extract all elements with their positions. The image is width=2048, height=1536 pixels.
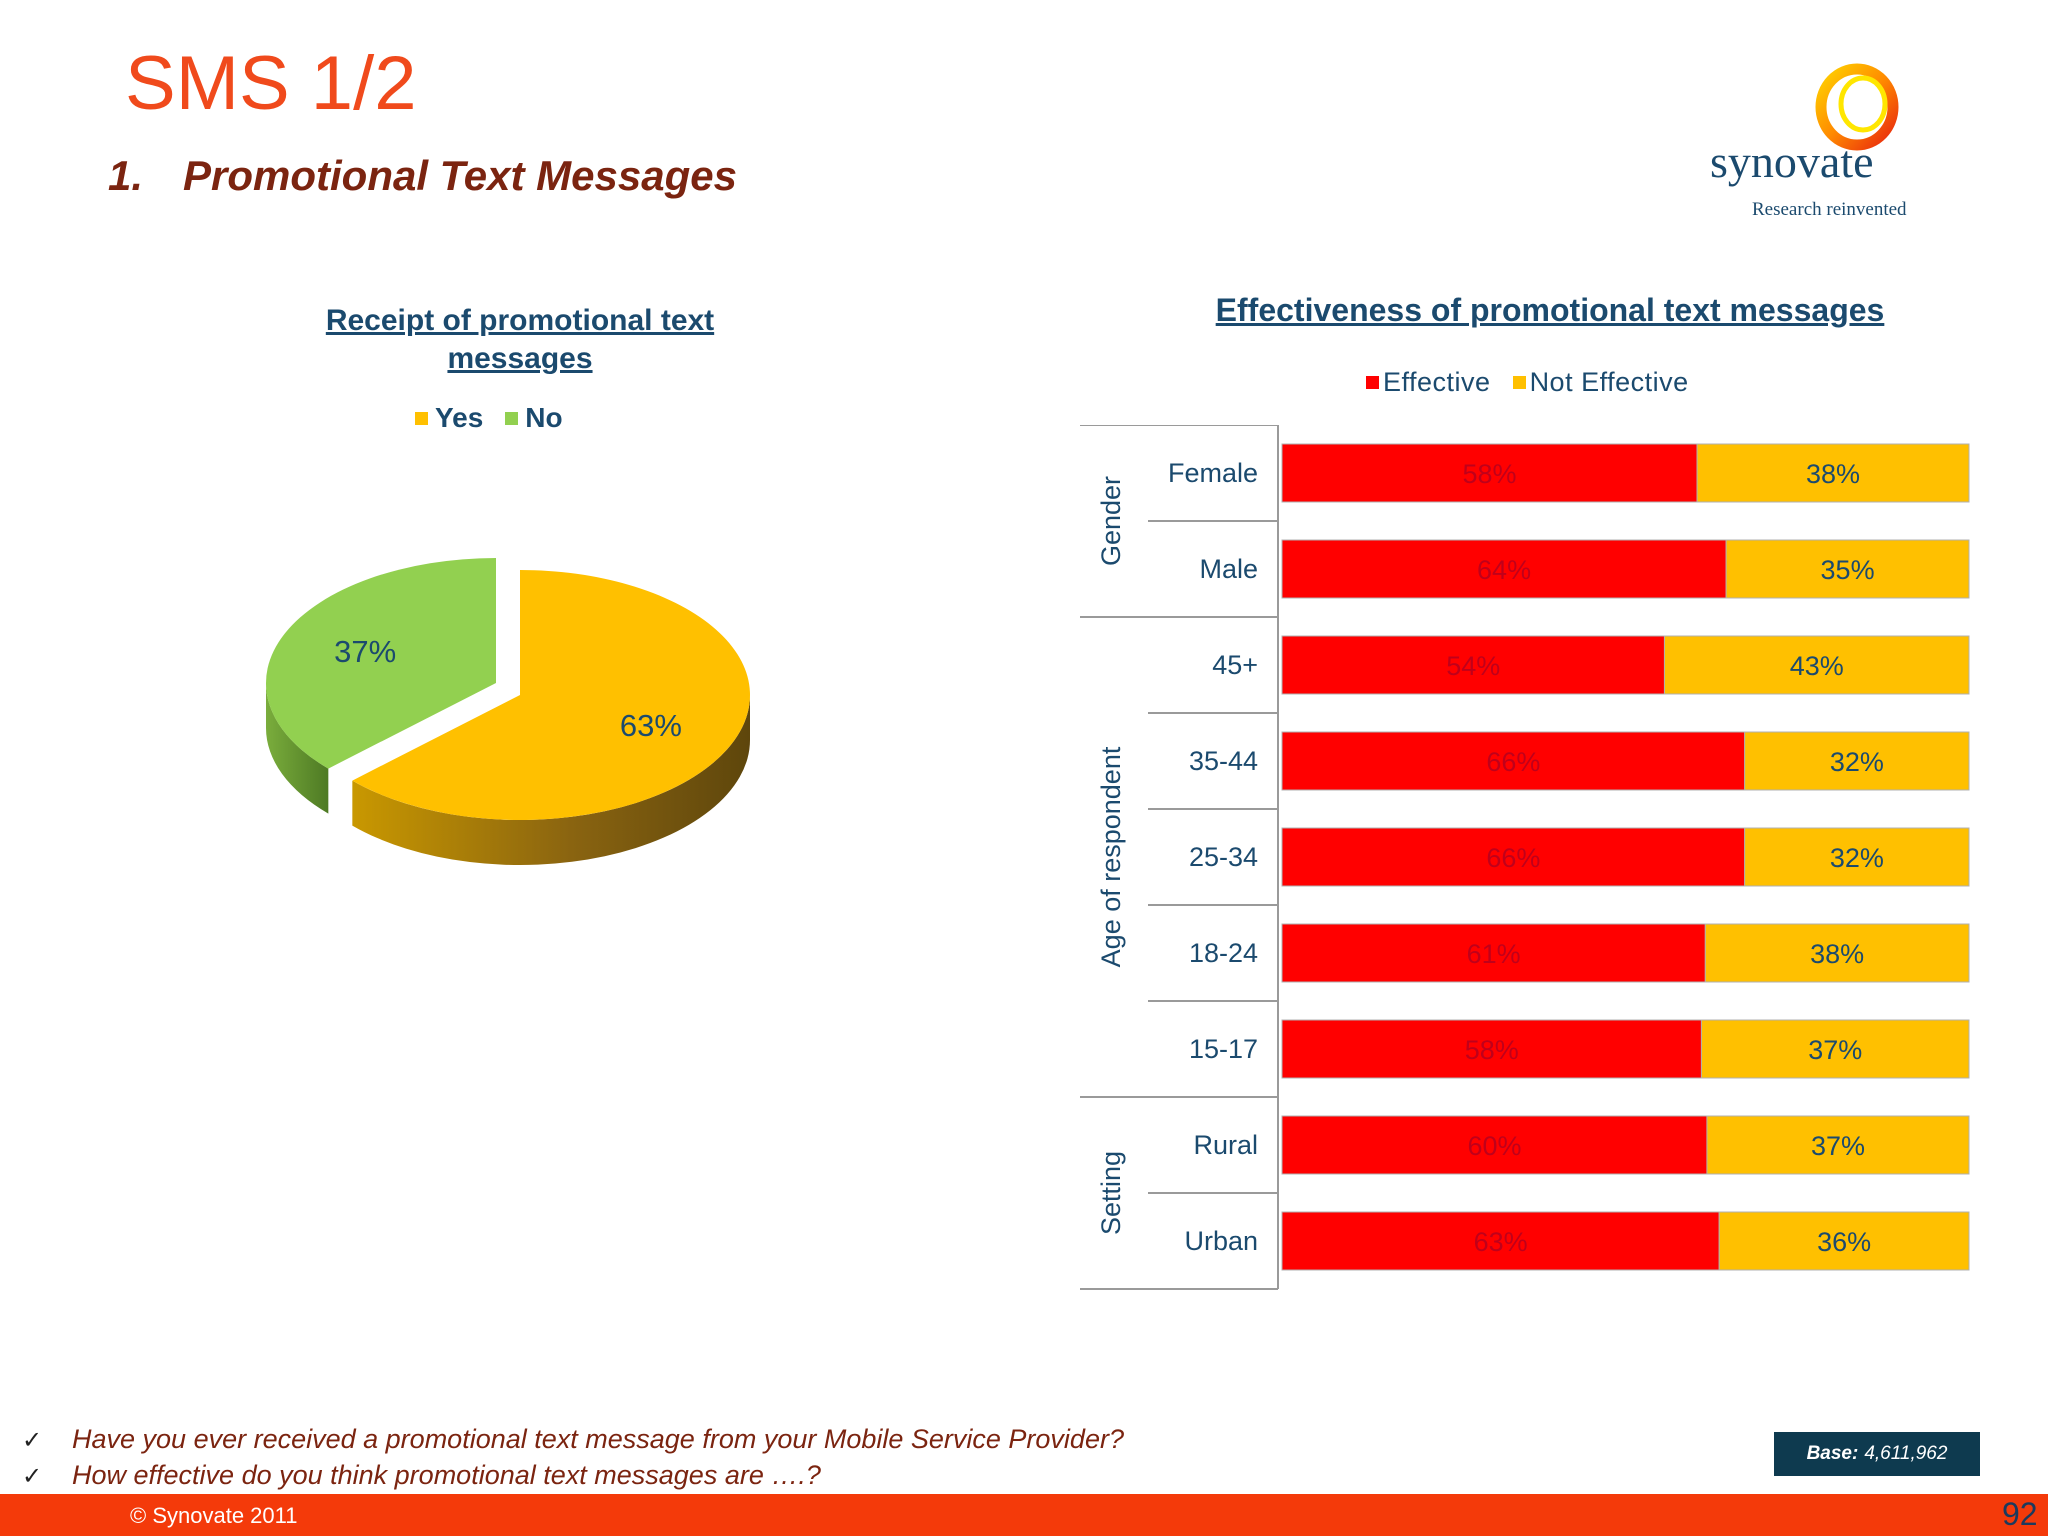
group-label: Age of respondent — [1096, 746, 1126, 967]
bar-effective — [1281, 827, 1746, 887]
logo-tagline: Research reinvented — [1752, 199, 1907, 220]
bar-not-effective — [1706, 1115, 1970, 1175]
bar-row: 66% 32% 25-34 — [1189, 827, 1970, 887]
category-label: Female — [1168, 458, 1258, 488]
bar-row: 64% 35% Male — [1199, 539, 1970, 599]
slide-subtitle: 1. Promotional Text Messages — [108, 152, 737, 200]
bar-label-not-effective: 32% — [1830, 747, 1884, 777]
checkmark-icon: ✓ — [22, 1427, 43, 1454]
bar-row: 61% 38% 18-24 — [1189, 923, 1970, 983]
checkmark-icon: ✓ — [22, 1463, 43, 1490]
legend-label-effective: Effective — [1383, 367, 1491, 397]
category-label: 18-24 — [1189, 938, 1258, 968]
bar-effective — [1281, 443, 1698, 503]
bar-effective — [1281, 1211, 1720, 1271]
group-label: Setting — [1096, 1151, 1126, 1235]
bar-label-not-effective: 43% — [1790, 651, 1844, 681]
bar-label-effective: 60% — [1467, 1131, 1521, 1161]
bar-legend: Effective Not Effective — [1366, 367, 1711, 398]
bar-label-effective: 66% — [1486, 843, 1540, 873]
subtitle-number: 1. — [108, 152, 144, 199]
bar-effective — [1281, 1019, 1702, 1079]
bar-row: 63% 36% Urban — [1184, 1211, 1970, 1271]
bar-label-effective: 64% — [1477, 555, 1531, 585]
question-item: ✓ How effective do you think promotional … — [22, 1458, 1124, 1494]
question-item: ✓ Have you ever received a promotional te… — [22, 1422, 1124, 1458]
bar-label-not-effective: 38% — [1806, 459, 1860, 489]
pie-chart-title: Receipt of promotional text messages — [325, 304, 715, 375]
pie-slice-no: 37% — [266, 558, 496, 814]
footer-bar — [0, 1494, 2048, 1536]
slide-title: SMS 1/2 — [125, 41, 417, 126]
bar-row: 58% 37% 15-17 — [1189, 1019, 1970, 1079]
logo-wordmark: synovate — [1710, 136, 1874, 187]
bar-label-effective: 61% — [1467, 939, 1521, 969]
copyright-text: © Synovate 2011 — [130, 1503, 298, 1528]
bar-not-effective — [1704, 923, 1970, 983]
pie-slice-yes: 63% — [352, 570, 750, 865]
category-label: 25-34 — [1189, 842, 1258, 872]
bar-effective — [1281, 923, 1706, 983]
legend-item-effective: Effective — [1366, 367, 1491, 398]
subtitle-text: Promotional Text Messages — [183, 152, 737, 199]
legend-label-yes: Yes — [435, 402, 484, 433]
bar-not-effective — [1725, 539, 1970, 599]
category-label: Rural — [1193, 1130, 1258, 1160]
base-size-badge: Base: 4,611,962 — [1774, 1432, 1980, 1476]
bar-label-not-effective: 38% — [1810, 939, 1864, 969]
pie-data-label: 63% — [620, 708, 682, 743]
category-label: Male — [1199, 554, 1258, 584]
bar-label-effective: 66% — [1486, 747, 1540, 777]
legend-item-no: No — [505, 402, 563, 434]
bar-row: 60% 37% Rural — [1193, 1115, 1970, 1175]
survey-questions: ✓ Have you ever received a promotional te… — [22, 1422, 1124, 1494]
bar-row: 66% 32% 35-44 — [1189, 731, 1970, 791]
category-label: 45+ — [1212, 650, 1258, 680]
stacked-bar-chart: 58% 38% Female 64% 35% Male Gender 54% 43% 45+ 66%… — [1080, 425, 1970, 1290]
bar-not-effective — [1663, 635, 1970, 695]
bar-label-effective: 63% — [1474, 1227, 1528, 1257]
bar-label-not-effective: 37% — [1811, 1131, 1865, 1161]
bar-label-not-effective: 36% — [1817, 1227, 1871, 1257]
bar-not-effective — [1700, 1019, 1970, 1079]
bar-label-effective: 58% — [1465, 1035, 1519, 1065]
group-label: Gender — [1096, 476, 1126, 566]
bar-not-effective — [1744, 731, 1970, 791]
category-label: 35-44 — [1189, 746, 1258, 776]
bar-not-effective — [1744, 827, 1970, 887]
legend-label-no: No — [525, 402, 563, 433]
bar-not-effective — [1696, 443, 1970, 503]
question-text: Have you ever received a promotional tex… — [72, 1424, 1124, 1454]
bar-label-not-effective: 35% — [1821, 555, 1875, 585]
pie-data-label: 37% — [334, 634, 396, 669]
bar-row: 58% 38% Female — [1168, 443, 1970, 503]
synovate-logo: synovate Research reinvented — [1700, 60, 1960, 230]
base-value: 4,611,962 — [1864, 1443, 1948, 1464]
bar-effective — [1281, 635, 1665, 695]
bar-effective — [1281, 539, 1727, 599]
bar-label-not-effective: 37% — [1808, 1035, 1862, 1065]
legend-label-not-effective: Not Effective — [1529, 367, 1689, 397]
pie-legend: Yes No — [415, 402, 585, 434]
bar-row: 54% 43% 45+ — [1212, 635, 1970, 695]
bar-label-effective: 58% — [1463, 459, 1517, 489]
base-label: Base: — [1806, 1443, 1859, 1464]
synovate-logo-ring-icon: synovate Research reinvented — [1710, 63, 1907, 220]
bar-chart-title: Effectiveness of promotional text messag… — [1215, 292, 1885, 328]
bar-not-effective — [1718, 1211, 1970, 1271]
question-text: How effective do you think promotional t… — [72, 1460, 821, 1490]
bar-label-not-effective: 32% — [1830, 843, 1884, 873]
pie-chart: 37% 63% — [266, 558, 750, 865]
page-number: 92 — [2002, 1496, 2038, 1532]
bar-label-effective: 54% — [1446, 651, 1500, 681]
legend-item-yes: Yes — [415, 402, 483, 434]
legend-item-not-effective: Not Effective — [1512, 367, 1689, 398]
category-label: 15-17 — [1189, 1034, 1258, 1064]
category-label: Urban — [1184, 1226, 1258, 1256]
